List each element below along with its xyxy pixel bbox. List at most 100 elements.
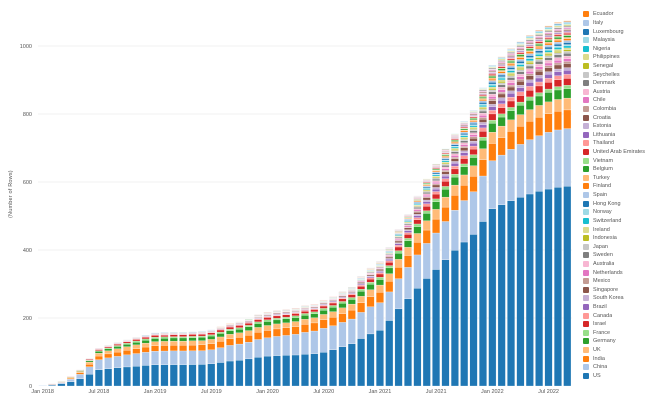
- bar-segment[interactable]: [404, 298, 412, 387]
- bar-segment[interactable]: [535, 47, 544, 49]
- bar-segment[interactable]: [535, 95, 544, 106]
- bar-segment[interactable]: [338, 313, 347, 323]
- bar-segment[interactable]: [441, 170, 450, 172]
- bar-segment[interactable]: [488, 71, 497, 73]
- bar-segment[interactable]: [460, 140, 469, 143]
- legend-item[interactable]: Philippines: [583, 53, 655, 62]
- bar-segment[interactable]: [488, 86, 497, 89]
- bar-segment[interactable]: [563, 27, 572, 30]
- bar-segment[interactable]: [488, 113, 497, 121]
- bar-segment[interactable]: [160, 364, 169, 387]
- bar-segment[interactable]: [544, 44, 553, 48]
- bar-segment[interactable]: [85, 366, 94, 375]
- bar-segment[interactable]: [479, 127, 487, 132]
- bar-segment[interactable]: [450, 140, 459, 142]
- bar-segment[interactable]: [441, 178, 450, 182]
- bar-segment[interactable]: [48, 384, 56, 387]
- bar-segment[interactable]: [376, 302, 384, 331]
- bar-segment[interactable]: [460, 146, 469, 148]
- bar-segment[interactable]: [535, 43, 544, 45]
- bar-segment[interactable]: [57, 382, 66, 384]
- bar-segment[interactable]: [319, 314, 328, 320]
- legend-item[interactable]: Turkey: [583, 174, 655, 183]
- bar-segment[interactable]: [329, 302, 337, 304]
- bar-segment[interactable]: [207, 334, 216, 337]
- bar-segment[interactable]: [535, 135, 544, 192]
- bar-segment[interactable]: [254, 321, 262, 324]
- bar-segment[interactable]: [460, 133, 469, 135]
- bar-segment[interactable]: [488, 77, 497, 80]
- bar-segment[interactable]: [404, 247, 412, 256]
- bar-segment[interactable]: [479, 113, 487, 116]
- bar-segment[interactable]: [282, 318, 291, 323]
- bar-segment[interactable]: [479, 131, 487, 138]
- bar-segment[interactable]: [422, 220, 431, 231]
- bar-segment[interactable]: [235, 329, 244, 333]
- bar-segment[interactable]: [404, 232, 412, 235]
- bar-segment[interactable]: [450, 143, 459, 145]
- bar-segment[interactable]: [544, 55, 553, 58]
- bar-segment[interactable]: [432, 187, 440, 190]
- bar-segment[interactable]: [441, 168, 450, 171]
- bar-segment[interactable]: [544, 101, 553, 114]
- bar-segment[interactable]: [207, 343, 216, 350]
- bar-segment[interactable]: [347, 293, 356, 295]
- bar-segment[interactable]: [441, 259, 450, 387]
- legend-item[interactable]: UK: [583, 346, 655, 355]
- bar-segment[interactable]: [338, 297, 347, 300]
- bar-segment[interactable]: [151, 338, 159, 342]
- bar-segment[interactable]: [357, 286, 366, 290]
- bar-segment[interactable]: [525, 82, 534, 87]
- bar-segment[interactable]: [376, 330, 384, 387]
- bar-segment[interactable]: [169, 364, 178, 387]
- bar-segment[interactable]: [469, 137, 478, 142]
- bar-segment[interactable]: [507, 131, 515, 150]
- bar-segment[interactable]: [460, 136, 469, 139]
- bar-segment[interactable]: [460, 241, 469, 387]
- bar-segment[interactable]: [507, 110, 515, 120]
- legend-item[interactable]: Seychelles: [583, 70, 655, 79]
- bar-segment[interactable]: [338, 346, 347, 387]
- bar-segment[interactable]: [554, 49, 562, 52]
- bar-segment[interactable]: [347, 292, 356, 295]
- bar-segment[interactable]: [357, 282, 366, 284]
- bar-segment[interactable]: [488, 119, 497, 124]
- bar-segment[interactable]: [507, 62, 515, 65]
- bar-segment[interactable]: [525, 63, 534, 67]
- bar-segment[interactable]: [432, 176, 440, 179]
- bar-segment[interactable]: [525, 42, 534, 45]
- bar-segment[interactable]: [535, 63, 544, 67]
- bar-segment[interactable]: [422, 278, 431, 387]
- bar-segment[interactable]: [450, 195, 459, 211]
- bar-segment[interactable]: [497, 137, 506, 156]
- bar-segment[interactable]: [207, 339, 216, 344]
- bar-segment[interactable]: [497, 116, 506, 127]
- bar-segment[interactable]: [394, 246, 403, 251]
- bar-segment[interactable]: [488, 110, 497, 115]
- bar-segment[interactable]: [450, 155, 459, 158]
- bar-segment[interactable]: [516, 95, 525, 103]
- bar-segment[interactable]: [563, 31, 572, 33]
- bar-segment[interactable]: [394, 259, 403, 268]
- bar-segment[interactable]: [450, 157, 459, 159]
- bar-segment[interactable]: [554, 79, 562, 87]
- bar-segment[interactable]: [535, 85, 544, 93]
- bar-segment[interactable]: [479, 122, 487, 125]
- bar-segment[interactable]: [432, 201, 440, 210]
- bar-segment[interactable]: [563, 88, 572, 99]
- bar-segment[interactable]: [263, 321, 272, 326]
- bar-segment[interactable]: [525, 53, 534, 56]
- bar-segment[interactable]: [535, 44, 544, 47]
- bar-segment[interactable]: [525, 193, 534, 387]
- bar-segment[interactable]: [535, 75, 544, 79]
- bar-segment[interactable]: [488, 80, 497, 83]
- bar-segment[interactable]: [404, 223, 412, 225]
- bar-segment[interactable]: [413, 223, 422, 227]
- bar-segment[interactable]: [347, 303, 356, 311]
- legend-item[interactable]: Nigeria: [583, 44, 655, 53]
- bar-segment[interactable]: [535, 77, 544, 83]
- bar-segment[interactable]: [357, 285, 366, 287]
- bar-segment[interactable]: [338, 298, 347, 302]
- bar-segment[interactable]: [525, 58, 534, 61]
- bar-segment[interactable]: [432, 174, 440, 177]
